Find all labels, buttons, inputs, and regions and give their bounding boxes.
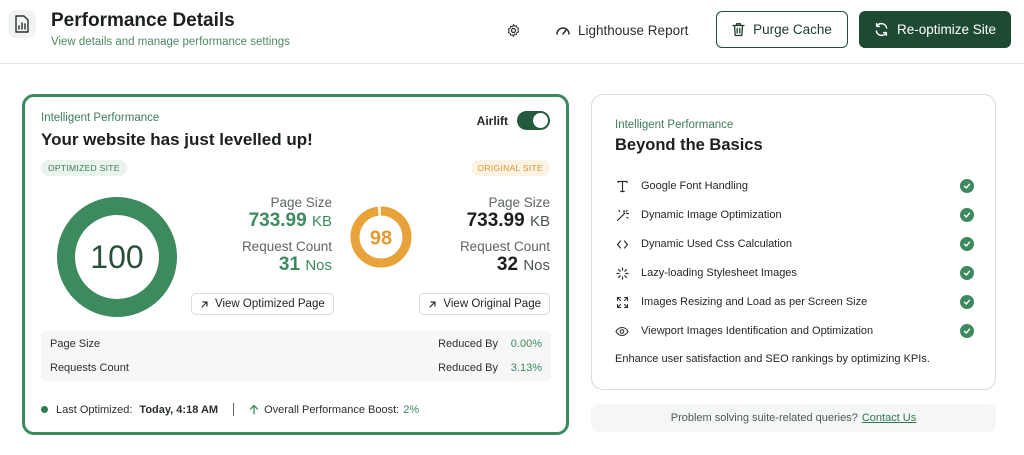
feature-label: Viewport Images Identification and Optim… (641, 325, 874, 337)
feature-label: Dynamic Used Css Calculation (641, 238, 792, 250)
feature-item: Images Resizing and Load as per Screen S… (614, 293, 974, 311)
lighthouse-report-label: Lighthouse Report (578, 22, 689, 38)
boost-value: 2% (403, 403, 420, 416)
feature-item: Dynamic Image Optimization (614, 206, 974, 224)
purge-cache-label: Purge Cache (753, 22, 832, 37)
feature-label: Images Resizing and Load as per Screen S… (641, 296, 868, 308)
arrow-up-icon (249, 404, 259, 415)
boost-label: Overall Performance Boost: (264, 403, 400, 416)
code-icon (614, 236, 630, 252)
orig-page-size-value: 733.99 (466, 210, 525, 231)
orig-request-unit: Nos (523, 257, 550, 274)
summary-row-page-size: Page Size Reduced By 0.00% (50, 332, 542, 356)
card-footer-text: Enhance user satisfaction and SEO rankin… (615, 353, 930, 365)
optimized-score: 100 (90, 239, 143, 275)
external-link-icon (429, 300, 437, 308)
optimized-score-ring: 100 (57, 197, 177, 317)
feature-label: Dynamic Image Optimization (641, 209, 782, 221)
beyond-basics-card: Intelligent Performance Beyond the Basic… (591, 94, 996, 390)
original-score-ring: 98 (350, 206, 412, 268)
magic-wand-icon (614, 207, 630, 223)
opt-request-label: Request Count (241, 239, 332, 254)
feature-item: Dynamic Used Css Calculation (614, 235, 974, 253)
reduction-summary: Page Size Reduced By 0.00% Requests Coun… (41, 330, 551, 382)
check-icon (960, 179, 974, 193)
page-subtitle: View details and manage performance sett… (51, 36, 290, 48)
page-title: Performance Details (51, 10, 235, 31)
optimized-site-badge: OPTIMIZED SITE (41, 160, 127, 176)
file-chart-icon (8, 10, 36, 38)
summary-label: Requests Count (50, 362, 129, 374)
check-icon (960, 266, 974, 280)
status-dot (41, 406, 48, 413)
lighthouse-report-button[interactable]: Lighthouse Report (555, 19, 688, 41)
check-icon (960, 324, 974, 338)
summary-label: Page Size (50, 338, 101, 350)
gear-icon (507, 23, 519, 37)
reoptimize-site-label: Re-optimize Site (896, 22, 997, 37)
purge-cache-button[interactable]: Purge Cache (716, 11, 848, 48)
airlift-control: Airlift (477, 111, 550, 130)
external-link-icon (201, 300, 208, 308)
last-optimized-label: Last Optimized: (56, 403, 133, 416)
eye-icon (614, 323, 630, 339)
page-header: Performance Details View details and man… (0, 0, 1024, 64)
performance-card: Intelligent Performance Your website has… (22, 94, 569, 435)
airlift-label: Airlift (476, 113, 508, 128)
divider (233, 403, 235, 416)
expand-icon (614, 294, 630, 310)
optimized-metrics: Page Size 733.99 KB Request Count 31 Nos (242, 195, 332, 276)
feature-label: Google Font Handling (641, 180, 749, 192)
toggle-knob (533, 113, 548, 128)
opt-request-value: 31 (278, 254, 301, 275)
airlift-toggle[interactable] (517, 111, 550, 130)
original-metrics: Page Size 733.99 KB Request Count 32 Nos (460, 195, 550, 276)
opt-page-size-value: 733.99 (248, 210, 307, 231)
card-heading: Beyond the Basics (615, 136, 763, 154)
last-optimized-value: Today, 4:18 AM (139, 403, 219, 416)
reduced-by-value: 0.00% (510, 338, 542, 350)
card-heading: Your website has just levelled up! (41, 130, 313, 149)
reduced-by-label: Reduced By (438, 362, 498, 374)
contact-us-link[interactable]: Contact Us (861, 412, 917, 424)
settings-button[interactable] (503, 20, 523, 40)
help-text: Problem solving suite-related queries? (670, 412, 858, 424)
loader-icon (614, 265, 630, 281)
view-optimized-page-button[interactable]: View Optimized Page (191, 293, 334, 315)
orig-request-value: 32 (496, 254, 519, 275)
card-label: Intelligent Performance (41, 112, 160, 124)
reduced-by-label: Reduced By (438, 338, 498, 350)
refresh-icon (875, 22, 888, 37)
opt-page-size-label: Page Size (270, 195, 332, 210)
summary-row-requests: Requests Count Reduced By 3.13% (50, 356, 542, 380)
feature-label: Lazy-loading Stylesheet Images (641, 267, 797, 279)
optimization-status: Last Optimized: Today, 4:18 AM Overall P… (41, 403, 419, 416)
check-icon (960, 208, 974, 222)
original-site-badge: ORIGINAL SITE (470, 160, 550, 176)
view-optimized-page-label: View Optimized Page (215, 298, 325, 310)
view-original-page-button[interactable]: View Original Page (419, 293, 550, 315)
view-original-page-label: View Original Page (443, 298, 541, 310)
card-label: Intelligent Performance (615, 119, 734, 131)
trash-icon (732, 23, 745, 37)
text-type-icon (614, 178, 630, 194)
feature-item: Google Font Handling (614, 177, 974, 195)
orig-page-size-label: Page Size (488, 195, 550, 210)
feature-item: Lazy-loading Stylesheet Images (614, 264, 974, 282)
orig-request-label: Request Count (459, 239, 550, 254)
gauge-icon (556, 27, 570, 35)
check-icon (960, 237, 974, 251)
reoptimize-site-button[interactable]: Re-optimize Site (859, 11, 1011, 48)
check-icon (960, 295, 974, 309)
opt-page-size-unit: KB (311, 213, 332, 230)
original-score: 98 (370, 228, 392, 250)
help-bar: Problem solving suite-related queries? C… (591, 404, 996, 432)
orig-page-size-unit: KB (529, 213, 550, 230)
reduced-by-value: 3.13% (510, 362, 542, 374)
opt-request-unit: Nos (305, 257, 332, 274)
feature-item: Viewport Images Identification and Optim… (614, 322, 974, 340)
